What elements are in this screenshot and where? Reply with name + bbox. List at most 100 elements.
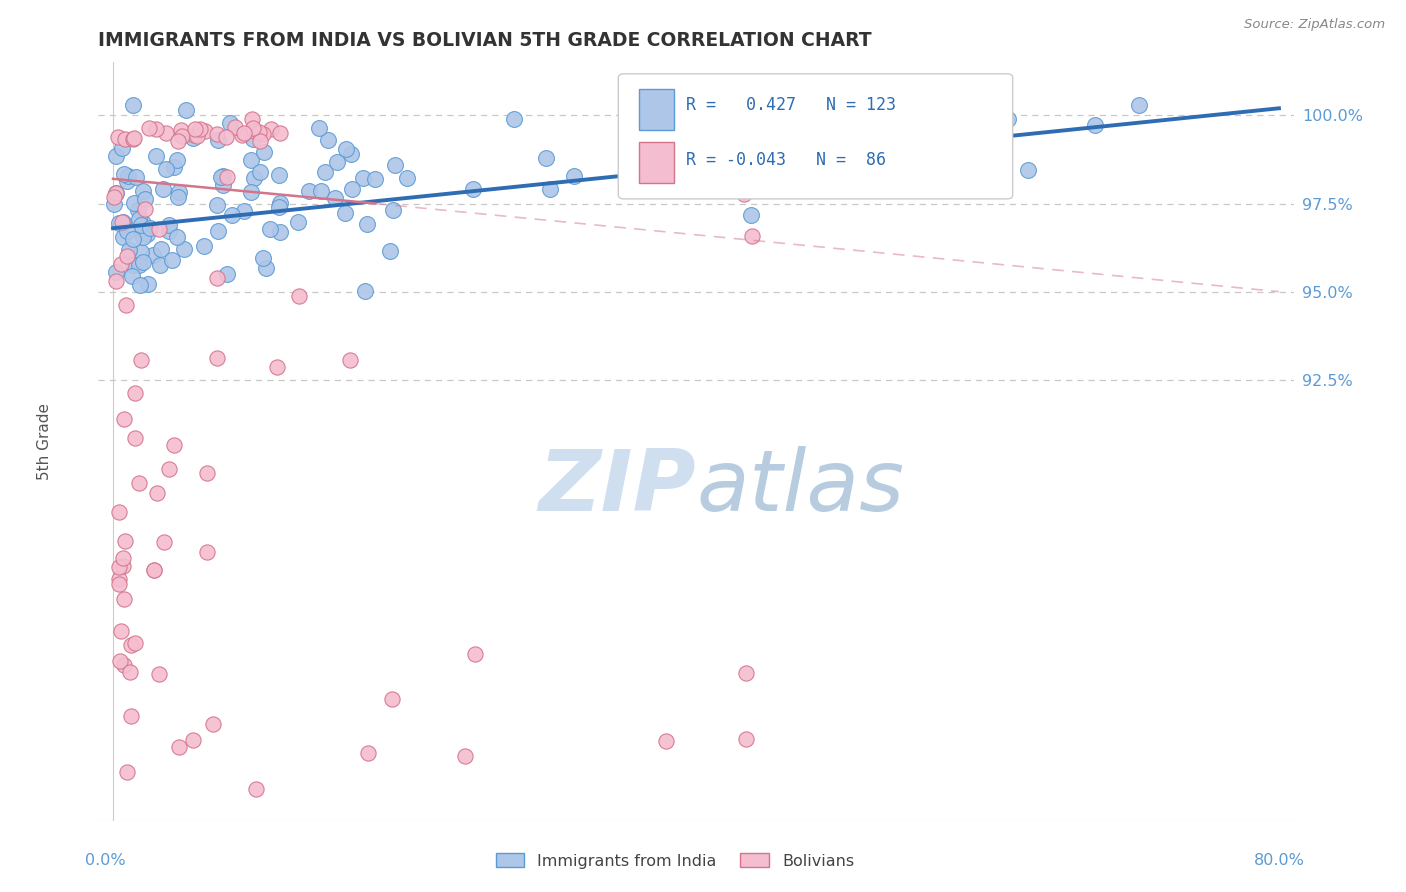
Point [110, 257, 132, 271]
Point [163, 160, 186, 174]
Point [125, 170, 148, 185]
Point [205, 127, 228, 141]
Point [233, 126, 256, 140]
Point [269, 196, 291, 211]
Point [128, 277, 150, 292]
Point [288, 289, 311, 303]
Point [245, 782, 267, 797]
Point [252, 127, 274, 141]
Point [181, 131, 204, 145]
Point [735, 113, 758, 128]
Point [728, 111, 751, 125]
Point [183, 128, 205, 142]
Point [384, 158, 406, 172]
Point [142, 248, 165, 262]
Point [339, 352, 361, 367]
Point [163, 438, 186, 452]
Point [110, 624, 132, 638]
Point [461, 182, 484, 196]
Legend: Immigrants from India, Bolivians: Immigrants from India, Bolivians [489, 847, 860, 875]
Point [188, 121, 211, 136]
Point [193, 239, 215, 253]
Point [297, 184, 319, 198]
Point [105, 274, 128, 288]
Point [243, 170, 266, 185]
Point [115, 765, 138, 780]
Point [340, 146, 363, 161]
Point [174, 103, 197, 117]
Point [194, 123, 217, 137]
Point [107, 129, 129, 144]
Point [1084, 118, 1107, 132]
Point [240, 153, 263, 168]
Point [741, 228, 763, 243]
Point [169, 739, 191, 754]
Text: 5th Grade: 5th Grade [37, 403, 52, 480]
Point [733, 186, 755, 201]
Point [727, 135, 749, 149]
Point [538, 182, 561, 196]
Point [242, 132, 264, 146]
Point [562, 169, 585, 183]
Point [111, 550, 134, 565]
Point [167, 190, 190, 204]
Point [167, 134, 190, 148]
Point [105, 265, 128, 279]
Point [212, 178, 235, 192]
Point [502, 112, 524, 127]
Point [735, 731, 758, 746]
Point [335, 206, 357, 220]
Point [122, 97, 145, 112]
Point [970, 149, 993, 163]
Point [138, 120, 160, 135]
Point [378, 244, 401, 259]
Point [159, 462, 181, 476]
Point [115, 249, 138, 263]
Point [217, 268, 239, 282]
Point [131, 218, 153, 232]
Point [269, 168, 291, 182]
Point [112, 658, 135, 673]
Point [134, 192, 156, 206]
Point [135, 227, 157, 241]
Point [146, 486, 169, 500]
Point [114, 132, 136, 146]
Point [110, 654, 132, 668]
Point [155, 126, 177, 140]
Text: R =   0.427   N = 123: R = 0.427 N = 123 [686, 95, 897, 113]
Point [122, 258, 145, 272]
Point [107, 560, 129, 574]
Point [808, 97, 831, 112]
Point [810, 141, 832, 155]
Point [105, 186, 128, 201]
Point [249, 165, 271, 179]
FancyBboxPatch shape [619, 74, 1012, 199]
Point [779, 181, 801, 195]
Point [269, 200, 291, 214]
Text: R = -0.043   N =  86: R = -0.043 N = 86 [686, 151, 886, 169]
Point [709, 103, 731, 118]
Point [266, 360, 288, 375]
Point [249, 134, 271, 148]
Point [115, 174, 138, 188]
Point [254, 261, 277, 276]
Point [314, 164, 336, 178]
Point [132, 215, 155, 229]
Point [242, 124, 264, 138]
Point [657, 120, 679, 134]
Point [107, 577, 129, 591]
Point [104, 186, 127, 201]
Point [221, 208, 243, 222]
Point [195, 466, 218, 480]
Point [131, 230, 153, 244]
Point [308, 120, 330, 135]
Point [269, 126, 291, 140]
Point [184, 122, 207, 136]
Point [381, 202, 404, 217]
Point [217, 170, 239, 185]
Point [215, 129, 238, 144]
Point [740, 208, 762, 222]
Bar [638, 142, 675, 184]
Text: IMMIGRANTS FROM INDIA VS BOLIVIAN 5TH GRADE CORRELATION CHART: IMMIGRANTS FROM INDIA VS BOLIVIAN 5TH GR… [98, 31, 872, 50]
Point [117, 169, 139, 183]
